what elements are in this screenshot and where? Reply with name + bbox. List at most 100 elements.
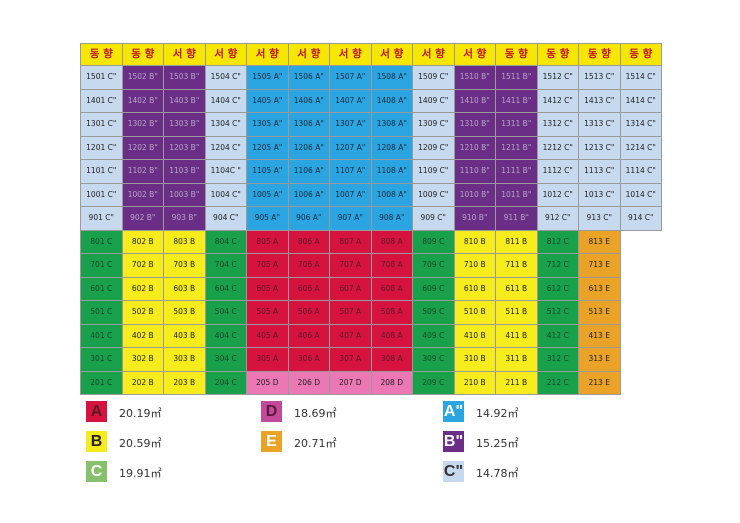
unit-cell: 1403 B" bbox=[163, 88, 206, 113]
unit-cell: 610 B bbox=[453, 276, 496, 301]
orientation-header: 서 향 bbox=[453, 43, 496, 66]
unit-cell: 710 B bbox=[453, 253, 496, 278]
unit-cell: 812 C bbox=[536, 229, 579, 254]
unit-cell: 804 C bbox=[204, 229, 247, 254]
legend-area-value: 19.91㎡ bbox=[119, 467, 162, 480]
unit-cell: 309 C bbox=[412, 347, 455, 372]
unit-cell: 509 C bbox=[412, 300, 455, 325]
unit-cell: 311 B bbox=[495, 347, 538, 372]
unit-cell: 402 B bbox=[121, 323, 164, 348]
unit-cell: 1307 A" bbox=[329, 112, 372, 137]
unit-cell: 612 C bbox=[536, 276, 579, 301]
unit-cell: 910 B" bbox=[453, 206, 496, 231]
unit-cell: 1304 C" bbox=[204, 112, 247, 137]
unit-cell: 205 D bbox=[246, 370, 289, 395]
unit-cell: 503 B bbox=[163, 300, 206, 325]
unit-cell: 305 A bbox=[246, 347, 289, 372]
unit-cell: 702 B bbox=[121, 253, 164, 278]
unit-cell: 1206 A" bbox=[287, 135, 330, 160]
unit-cell: 1106 A" bbox=[287, 159, 330, 184]
orientation-header: 동 향 bbox=[121, 43, 164, 66]
unit-cell: 805 A bbox=[246, 229, 289, 254]
floor-row: 1101 C" 1102 B" 1103 B" 1104C " 1105 A" 1106 … bbox=[80, 159, 662, 184]
unit-cell: 1308 A" bbox=[370, 112, 413, 137]
unit-cell: 1305 A" bbox=[246, 112, 289, 137]
unit-cell: 1010 B" bbox=[453, 182, 496, 207]
unit-cell: 1201 C" bbox=[80, 135, 123, 160]
unit-cell: 210 B bbox=[453, 370, 496, 395]
unit-cell: 505 A bbox=[246, 300, 289, 325]
unit-cell: 602 B bbox=[121, 276, 164, 301]
floor-row: 1401 C" 1402 B" 1403 B" 1404 C" 1405 A" 1406 … bbox=[80, 88, 662, 113]
orientation-header: 동 향 bbox=[619, 43, 662, 66]
unit-cell: 1514 C" bbox=[619, 65, 662, 90]
unit-cell: 1009 C" bbox=[412, 182, 455, 207]
unit-cell: 603 B bbox=[163, 276, 206, 301]
unit-cell: 913 C" bbox=[578, 206, 621, 231]
unit-cell: 1114 C" bbox=[619, 159, 662, 184]
floor-row: 201 C 202 B 203 B 204 C 205 D 206 D 207 D 208 D… bbox=[80, 370, 662, 395]
unit-cell: 1204 C" bbox=[204, 135, 247, 160]
unit-cell: 1404 C" bbox=[204, 88, 247, 113]
legend-swatch: B" bbox=[443, 431, 464, 452]
unit-cell: 1002 B" bbox=[121, 182, 164, 207]
unit-cell: 504 C bbox=[204, 300, 247, 325]
unit-cell: 1006 A" bbox=[287, 182, 330, 207]
unit-cell: 506 A bbox=[287, 300, 330, 325]
unit-cell: 1302 B" bbox=[121, 112, 164, 137]
legend-swatch: C bbox=[86, 461, 107, 482]
unit-cell: 1412 C" bbox=[536, 88, 579, 113]
unit-cell: 905 A" bbox=[246, 206, 289, 231]
floor-row: 701 C 702 B 703 B 704 C 705 A 706 A 707 A 708 A… bbox=[80, 253, 662, 278]
floor-row: 1001 C" 1002 B" 1003 B" 1004 C" 1005 A" 1006 … bbox=[80, 182, 662, 207]
unit-cell: 1014 C" bbox=[619, 182, 662, 207]
empty-cell bbox=[620, 230, 662, 254]
unit-cell: 1312 C" bbox=[536, 112, 579, 137]
unit-cell: 1503 B" bbox=[163, 65, 206, 90]
unit-cell: 405 A bbox=[246, 323, 289, 348]
unit-cell: 1105 A" bbox=[246, 159, 289, 184]
unit-cell: 412 C bbox=[536, 323, 579, 348]
unit-cell: 813 E bbox=[578, 229, 621, 254]
orientation-header: 서 향 bbox=[204, 43, 247, 66]
unit-cell: 302 B bbox=[121, 347, 164, 372]
orientation-header: 서 향 bbox=[163, 43, 206, 66]
unit-cell: 1309 C" bbox=[412, 112, 455, 137]
unit-cell: 213 E bbox=[578, 370, 621, 395]
unit-cell: 1314 C" bbox=[619, 112, 662, 137]
unit-cell: 313 E bbox=[578, 347, 621, 372]
unit-cell: 1401 C" bbox=[80, 88, 123, 113]
unit-cell: 1405 A" bbox=[246, 88, 289, 113]
unit-cell: 1013 C" bbox=[578, 182, 621, 207]
unit-cell: 712 C bbox=[536, 253, 579, 278]
unit-cell: 1110 B" bbox=[453, 159, 496, 184]
unit-cell: 202 B bbox=[121, 370, 164, 395]
unit-cell: 408 A bbox=[370, 323, 413, 348]
unit-cell: 701 C bbox=[80, 253, 123, 278]
unit-cell: 301 C bbox=[80, 347, 123, 372]
unit-cell: 1008 A" bbox=[370, 182, 413, 207]
unit-cell: 801 C bbox=[80, 229, 123, 254]
orientation-header: 서 향 bbox=[329, 43, 372, 66]
unit-cell: 407 A bbox=[329, 323, 372, 348]
unit-cell: 605 A bbox=[246, 276, 289, 301]
floor-row: 901 C" 902 B" 903 B" 904 C" 905 A" 906 A" 907 … bbox=[80, 206, 662, 231]
floor-row: 301 C 302 B 303 B 304 C 305 A 306 A 307 A 308 A… bbox=[80, 347, 662, 372]
unit-cell: 707 A bbox=[329, 253, 372, 278]
unit-cell: 912 C" bbox=[536, 206, 579, 231]
unit-cell: 703 B bbox=[163, 253, 206, 278]
unit-cell: 1007 A" bbox=[329, 182, 372, 207]
unit-cell: 1502 B" bbox=[121, 65, 164, 90]
unit-cell: 1303 B" bbox=[163, 112, 206, 137]
unit-cell: 1108 A" bbox=[370, 159, 413, 184]
floor-row: 801 C 802 B 803 B 804 C 805 A 806 A 807 A 808 A… bbox=[80, 229, 662, 254]
unit-cell: 601 C bbox=[80, 276, 123, 301]
unit-cell: 1501 C" bbox=[80, 65, 123, 90]
unit-cell: 611 B bbox=[495, 276, 538, 301]
unit-cell: 1402 B" bbox=[121, 88, 164, 113]
unit-cell: 709 C bbox=[412, 253, 455, 278]
unit-cell: 211 B bbox=[495, 370, 538, 395]
unit-cell: 901 C" bbox=[80, 206, 123, 231]
